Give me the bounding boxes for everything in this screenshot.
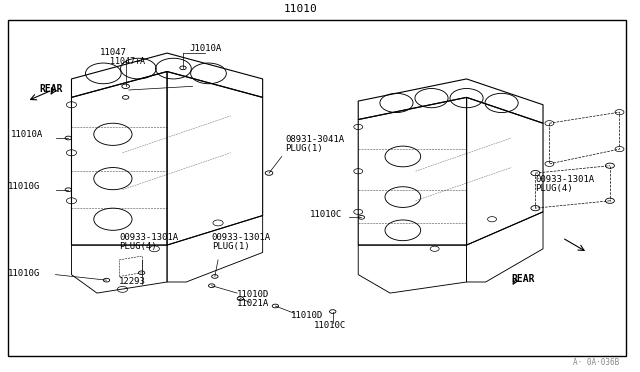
Text: 11010C: 11010C: [314, 321, 346, 330]
Text: 11010D: 11010D: [237, 290, 269, 299]
Text: PLUG(4): PLUG(4): [119, 242, 157, 251]
Text: 11010G: 11010G: [8, 182, 40, 191]
Text: 00933-1301A: 00933-1301A: [212, 232, 271, 241]
Text: REAR: REAR: [40, 84, 63, 94]
Text: PLUG(1): PLUG(1): [212, 242, 250, 251]
Text: 00933-1301A: 00933-1301A: [119, 232, 179, 241]
Text: 11010D: 11010D: [291, 311, 324, 320]
Text: J1010A: J1010A: [189, 44, 221, 53]
Text: PLUG(1): PLUG(1): [285, 144, 323, 153]
Text: 11010: 11010: [284, 4, 317, 14]
Text: 11010A: 11010A: [11, 130, 43, 139]
Text: 00933-1301A: 00933-1301A: [536, 175, 595, 184]
Text: 08931-3041A: 08931-3041A: [285, 135, 344, 144]
Text: 11021A: 11021A: [237, 299, 269, 308]
Text: A· 0A·036B: A· 0A·036B: [573, 358, 620, 367]
Text: 12293: 12293: [119, 277, 146, 286]
Text: 11047: 11047: [99, 48, 126, 57]
Text: REAR: REAR: [511, 274, 534, 284]
Text: PLUG(4): PLUG(4): [536, 184, 573, 193]
Text: 11010G: 11010G: [8, 269, 40, 279]
Text: 11010C: 11010C: [310, 211, 342, 219]
Text: 11047+A: 11047+A: [109, 57, 145, 66]
